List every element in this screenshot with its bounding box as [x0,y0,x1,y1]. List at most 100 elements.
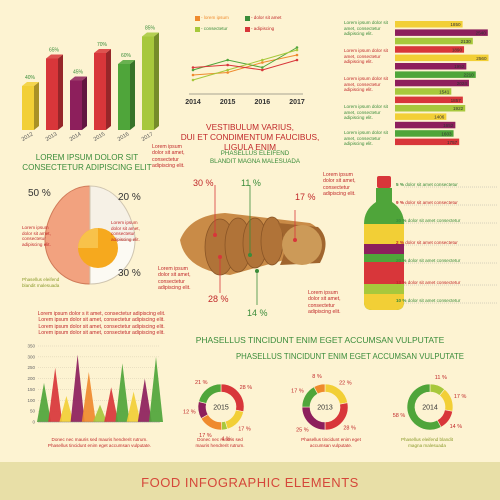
line-point [261,66,264,69]
hbar-note-1: Lorem ipsum dolor sit amet, consectetur … [344,20,388,37]
hbar [395,138,460,146]
bottle-text: dolor sit amet consectetur [405,182,458,187]
hbar-note-3: Lorem ipsum dolor sit amet, consectetur … [344,76,388,93]
spike [126,391,141,422]
hbar [395,113,447,120]
spike-tick: 50 [30,409,36,414]
bottle-label: 2 % dolor sit amet consectetur [396,240,458,246]
spike [70,354,85,422]
donut-label: 14 % [450,424,463,430]
line-point [191,78,195,82]
bar-value-label: 85% [145,26,156,32]
bar-value-label: 45% [73,70,84,76]
bread-note-top: Lorem ipsum dolor sit amet, consectetur … [152,144,185,170]
bread-label-30: 30 % [193,178,214,188]
hbar-value: 1406 [434,115,445,120]
donut-label: 58 % [393,413,406,419]
line-point [295,58,299,62]
hbar [395,121,456,129]
bar-year-label: 2017 [141,131,155,142]
hbar [395,29,488,36]
bar-2017 [142,36,154,130]
bottle-label: 10 % dolor sit amet consectetur [396,298,460,304]
bar-top [46,54,63,59]
egg-left-note: Lorem ipsum dolor sit amet, consectetur … [22,225,51,247]
donut-label: 28 % [240,385,253,391]
legend-consectetur: - consectetur [201,26,228,31]
bread-label-17: 17 % [295,192,316,202]
line-chart: 2014 2015 2016 2017 [185,16,305,106]
donut-hole [415,392,445,422]
donut-hole [310,392,340,422]
spike-caption: Donec nec mauris sed mauris hendrerit ru… [47,437,152,448]
bottle-value: 9 % [396,200,406,205]
line-point [226,58,229,62]
hbar-note-5: Lorem ipsum dolor sit amet, consectetur … [344,130,388,147]
bottle-label: 9 % dolor sit amet consectetur [396,200,458,206]
hbar-value: 1952 [454,64,465,69]
bar-2016 [118,64,130,130]
bottle-text: dolor sit amet consectetur [405,200,458,205]
line-point [295,53,299,57]
bar-top [22,82,39,86]
phasellus-heading-1: PHASELLUS TINCIDUNT ENIM EGET ACCUMSAN V… [195,335,445,345]
hbar-value: 1652 [443,123,454,128]
line-x-label: 2014 [185,99,201,106]
hbar [395,88,452,95]
donut-label: 17 % [238,427,251,433]
bar-year-label: 2015 [93,131,107,142]
donut-year: 2015 [213,405,229,412]
hbar [395,54,489,62]
bar-2012 [22,86,34,130]
bar-year-label: 2014 [69,131,83,142]
hbar [395,79,469,87]
hbar-value: 2024 [457,81,468,86]
bar-value-label: 65% [49,48,60,54]
bar-year-label: 2012 [21,131,35,142]
donut-2013-caption: Phasellus tincidunt enim eget accumsan v… [301,437,361,448]
hbar-value: 1541 [439,89,450,94]
egg-label-50: 50 % [28,188,51,199]
footer-title: FOOD INFOGRAPHIC ELEMENTS [141,475,359,490]
phasellus-heading-2: PHASELLUS TINCIDUNT ENIM EGET ACCUMSAN V… [235,352,465,361]
bottle-text: dolor sit amet consectetur [407,218,461,223]
spike-tick: 300 [27,354,35,359]
donut-label: 22 % [339,380,352,386]
donut-2015-caption: Donec nec mauris sed mauris hendrerit ru… [195,437,245,448]
legend-lorem-ipsum: - lorem ipsum [201,15,229,20]
bar-top [70,76,87,81]
hbar-value: 2540 [476,31,487,36]
title-vestibulum: VESTIBULUM VARIUS, DUI ET CONDIMENTUM FA… [180,122,320,152]
egg-label-30: 30 % [118,268,141,279]
donut-label: 11 % [435,375,447,381]
bar-top [94,49,111,53]
line-point [191,66,195,69]
legend-adipiscing: - adipiscing [251,26,275,31]
bottle-value: 2 % [396,240,406,245]
spike [137,378,152,422]
bar-top [118,60,135,64]
spike [115,363,130,422]
hbar-value: 1603 [441,131,452,136]
spike-tick: 0 [32,420,35,425]
spike [93,404,107,422]
bottle-value: 13 % [396,280,408,285]
egg-label-20: 20 % [118,192,141,203]
spike-tick: 150 [27,387,35,392]
line-point [226,71,229,74]
bar-2013 [46,58,58,130]
bottle-text: dolor sit amet consectetur [407,298,461,303]
hbar [395,46,465,53]
legend-dolor-sit-amet: - dolor sit amet [251,15,282,20]
line-point [226,63,229,67]
hbar [395,71,476,78]
bar-value-label: 70% [97,42,108,48]
bar-side [154,32,159,130]
bar-value-label: 40% [25,75,36,81]
bottle-text: dolor sit amet consectetur [407,258,461,263]
hbar-value: 1890 [452,47,463,52]
donut-label: 25 % [296,428,309,434]
bottle-value: 30 % [396,218,408,223]
bar-side [130,60,135,130]
bottle-label: 30 % dolor sit amet consectetur [396,218,460,224]
